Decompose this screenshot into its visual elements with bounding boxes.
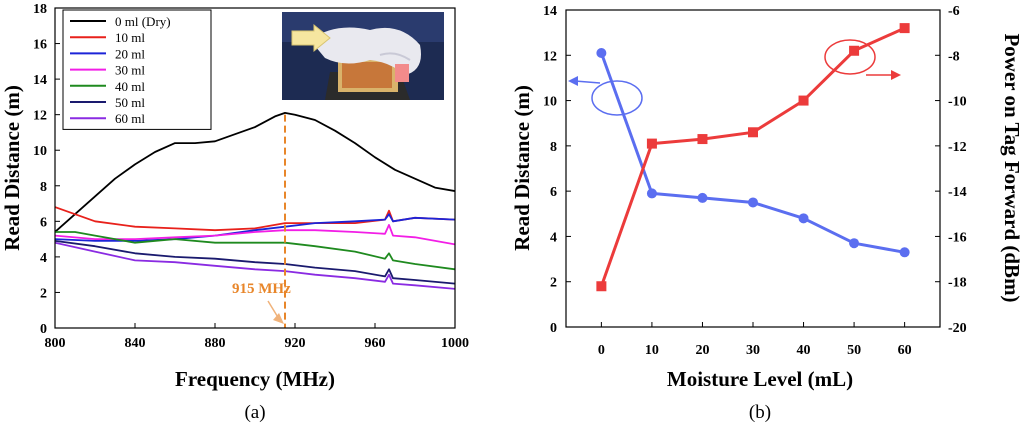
chart-b: 0 10 20 30 40 50 60 0 2 4 6 8 10 12 14 -20 -18 -16 -14 -12 -… xyxy=(510,4,1024,423)
y-tick-label-b-left: 0 xyxy=(550,321,557,336)
x-tick-label-b: 30 xyxy=(746,343,760,358)
x-tick-label-a: 1000 xyxy=(441,336,469,351)
y-tick-label-b-right: -16 xyxy=(948,230,967,245)
legend-label-a: 40 ml xyxy=(115,79,145,94)
y-tick-label-b-left: 12 xyxy=(543,49,557,64)
y-tick-label-b-right: -8 xyxy=(948,49,960,64)
arrowhead-icon xyxy=(273,313,284,324)
left-axis-indicator-ellipse xyxy=(591,80,643,116)
data-point-b-1 xyxy=(849,45,860,56)
series-line-a-4 xyxy=(55,231,455,271)
right-axis-indicator-ellipse xyxy=(824,39,876,75)
y-tick-label-b-right: -20 xyxy=(948,321,967,336)
data-point-b-0 xyxy=(646,188,657,199)
series-line-b-0 xyxy=(599,52,905,254)
y-tick-label-a: 16 xyxy=(33,38,47,53)
data-point-b-1 xyxy=(697,134,708,145)
y-axis-label-b-left: Read Distance (m) xyxy=(510,85,534,251)
y-tick-label-a: 10 xyxy=(33,144,47,159)
y-tick-label-a: 14 xyxy=(33,73,47,88)
y-tick-label-b-right: -12 xyxy=(948,140,967,155)
x-tick-label-b: 60 xyxy=(898,343,912,358)
y-tick-label-b-right: -6 xyxy=(948,4,960,19)
axis-indicators xyxy=(568,39,901,116)
y-tick-label-b-right: -10 xyxy=(948,95,967,110)
left-arrowhead-icon xyxy=(568,76,578,86)
axes-b-frame xyxy=(565,9,941,328)
x-tick-label-a: 840 xyxy=(125,336,146,351)
y-tick-label-a: 4 xyxy=(40,251,47,266)
y-tick-label-a: 12 xyxy=(33,109,47,124)
y-axis-label-b-right: Power on Tag Forward (dBm) xyxy=(1000,33,1024,302)
axes-a-frame xyxy=(54,7,456,329)
series-line-a-1 xyxy=(55,206,455,232)
y-axis-label-a: Read Distance (m) xyxy=(0,85,24,251)
inset-photo xyxy=(282,12,444,100)
x-tick-label-b: 10 xyxy=(645,343,659,358)
data-point-b-1 xyxy=(899,23,910,34)
x-tick-label-b: 20 xyxy=(695,343,709,358)
left-axis-indicator-arrow xyxy=(574,80,601,84)
data-point-b-0 xyxy=(596,48,607,59)
data-point-b-1 xyxy=(646,138,657,149)
legend-label-a: 0 ml (Dry) xyxy=(115,14,171,29)
series-line-a-6 xyxy=(55,241,455,290)
data-point-b-1 xyxy=(798,95,809,106)
legend-label-a: 20 ml xyxy=(115,46,145,61)
y-tick-label-b-left: 4 xyxy=(550,230,557,245)
y-tick-label-b-right: -18 xyxy=(948,276,967,291)
y-tick-label-a: 8 xyxy=(40,180,47,195)
x-tick-label-a: 880 xyxy=(205,336,226,351)
data-point-b-1 xyxy=(596,281,607,292)
x-tick-label-b: 50 xyxy=(847,343,861,358)
data-point-b-0 xyxy=(798,213,809,224)
y-tick-label-a: 2 xyxy=(40,286,47,301)
x-tick-label-a: 800 xyxy=(45,336,66,351)
x-axis-label-a: Frequency (MHz) xyxy=(175,367,335,391)
x-tick-label-a: 960 xyxy=(365,336,386,351)
x-axis-label-b: Moisture Level (mL) xyxy=(667,367,853,391)
y-tick-label-b-left: 14 xyxy=(543,4,557,19)
caption-b: (b) xyxy=(749,402,771,423)
x-tick-label-b: 0 xyxy=(598,343,605,358)
series-line-a-2 xyxy=(55,213,455,242)
y-tick-label-a: 0 xyxy=(40,322,47,337)
y-tick-label-b-right: -14 xyxy=(948,185,967,200)
series-line-a-0 xyxy=(55,112,455,233)
series-line-a-5 xyxy=(55,240,455,285)
data-point-b-0 xyxy=(748,197,758,208)
legend-label-a: 60 ml xyxy=(115,111,145,126)
y-tick-label-a: 6 xyxy=(40,215,47,230)
legend-label-a: 50 ml xyxy=(115,95,145,110)
caption-a: (a) xyxy=(244,402,265,423)
x-tick-label-b: 40 xyxy=(797,343,811,358)
y-tick-label-a: 18 xyxy=(33,2,47,17)
right-arrowhead-icon xyxy=(891,70,901,80)
y-tick-label-b-left: 2 xyxy=(550,276,557,291)
data-point-b-0 xyxy=(899,247,910,258)
data-point-b-0 xyxy=(697,192,708,203)
legend-label-a: 10 ml xyxy=(115,30,145,45)
y-tick-label-b-left: 6 xyxy=(550,185,557,200)
legend-label-a: 30 ml xyxy=(115,63,145,78)
x-tick-label-a: 920 xyxy=(285,336,306,351)
frequency-marker-label: 915 MHz xyxy=(232,281,291,297)
y-tick-label-b-left: 8 xyxy=(550,140,557,155)
data-point-b-0 xyxy=(849,238,860,249)
y-tick-label-b-left: 10 xyxy=(543,95,557,110)
series-line-a-3 xyxy=(55,223,455,246)
series-line-b-1 xyxy=(599,26,906,287)
data-point-b-1 xyxy=(748,127,758,138)
